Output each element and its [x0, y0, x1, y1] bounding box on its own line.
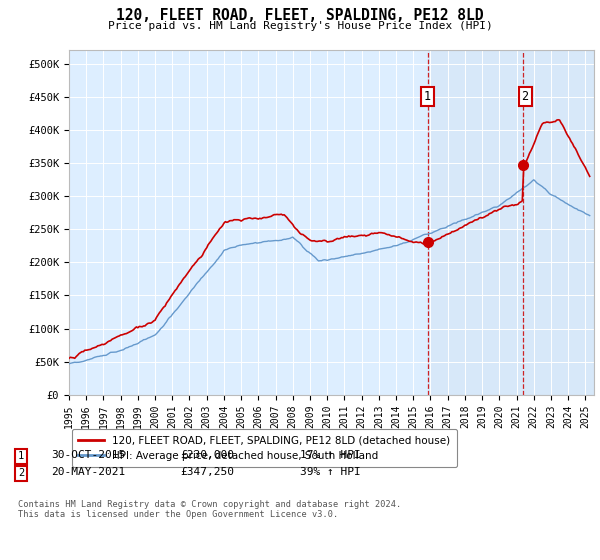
- Text: 17% ↑ HPI: 17% ↑ HPI: [300, 450, 361, 460]
- Text: 1: 1: [18, 451, 24, 461]
- Text: 20-MAY-2021: 20-MAY-2021: [51, 466, 125, 477]
- Text: 39% ↑ HPI: 39% ↑ HPI: [300, 466, 361, 477]
- Text: 30-OCT-2015: 30-OCT-2015: [51, 450, 125, 460]
- Text: Price paid vs. HM Land Registry's House Price Index (HPI): Price paid vs. HM Land Registry's House …: [107, 21, 493, 31]
- Bar: [428, 50, 594, 395]
- Text: 120, FLEET ROAD, FLEET, SPALDING, PE12 8LD: 120, FLEET ROAD, FLEET, SPALDING, PE12 8…: [116, 8, 484, 24]
- Legend: 120, FLEET ROAD, FLEET, SPALDING, PE12 8LD (detached house), HPI: Average price,: 120, FLEET ROAD, FLEET, SPALDING, PE12 8…: [71, 430, 457, 467]
- Text: 2: 2: [521, 90, 529, 103]
- Text: Contains HM Land Registry data © Crown copyright and database right 2024.
This d: Contains HM Land Registry data © Crown c…: [18, 500, 401, 519]
- Text: 1: 1: [424, 90, 431, 103]
- Text: 2: 2: [18, 468, 24, 478]
- Text: £347,250: £347,250: [180, 466, 234, 477]
- Text: £230,000: £230,000: [180, 450, 234, 460]
